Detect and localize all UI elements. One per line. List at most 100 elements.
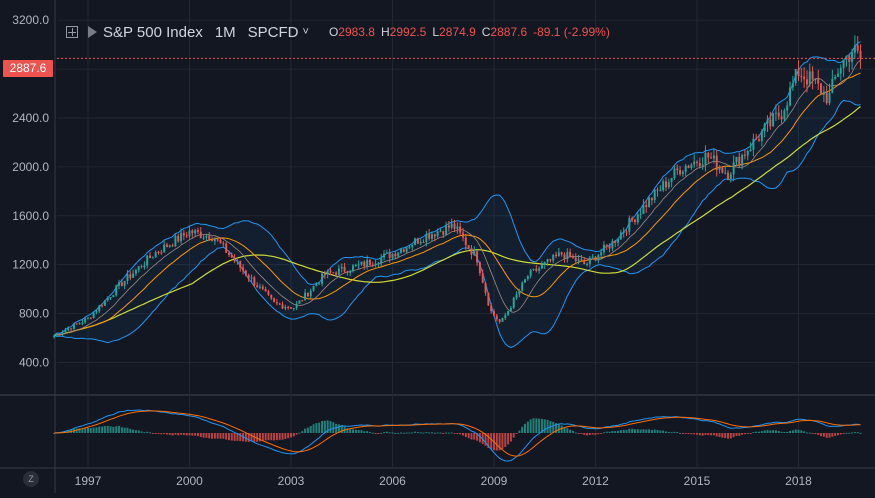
last-price-tag: 2887.6 [3,60,53,77]
candle-body [574,257,577,262]
macd-histogram-bar [87,427,89,433]
macd-histogram-bar [132,429,135,433]
macd-histogram-bar [388,432,391,434]
zoom-button[interactable]: Z [23,471,39,487]
candle-body [540,264,543,269]
candle-body [445,225,448,235]
macd-histogram-bar [797,429,800,433]
candle-body [526,276,529,280]
candle-body [670,178,673,183]
candle-body [363,261,366,267]
interval[interactable]: 1M [214,23,236,41]
candle-body [95,311,98,313]
candle-body [89,317,92,319]
macd-histogram-bar [428,432,431,434]
candle-body [636,214,639,223]
macd-histogram-bar [633,429,636,433]
macd-histogram-bar [532,418,535,433]
macd-histogram-bar [664,431,667,433]
candle-body [684,165,687,172]
candle-body [459,226,462,233]
macd-histogram-bar [600,433,603,434]
macd-histogram-bar [149,432,152,434]
candle-body [168,245,171,247]
macd-histogram-bar [118,425,121,433]
macd-histogram-bar [160,433,163,435]
candle-body [315,284,318,287]
candle-body [64,330,67,333]
candle-body [118,282,121,286]
x-tick-label: 2006 [379,474,406,488]
candle-body [163,244,166,253]
candle-body [258,286,261,288]
candle-body [456,226,459,229]
macd-histogram-bar [608,431,611,433]
candle-body [777,112,780,117]
macd-histogram-bar [244,433,247,442]
candle-body [481,273,484,283]
candle-body [357,264,360,266]
y-tick-label: 800.0 [19,307,49,321]
flag-icon[interactable] [88,26,97,38]
candle-body [856,45,859,51]
candle-body [380,257,383,264]
macd-histogram-bar [746,433,749,434]
macd-histogram-bar [856,432,859,434]
macd-histogram-bar [808,432,811,434]
bollinger-lower [54,99,861,349]
macd-histogram-bar [710,433,713,436]
macd-histogram-bar [171,433,174,436]
macd-histogram-bar [828,433,831,438]
ohlc-values: O2983.8 H2992.5 L2874.9 C2887.6 -89.1 (-… [329,25,610,39]
exchange[interactable]: SPCFD [247,23,299,41]
candle-body [557,252,560,257]
candle-body [264,288,267,292]
macd-histogram-bar [625,430,628,433]
change-value: -89.1 (-2.99%) [533,25,610,39]
candle-body [555,254,558,257]
symbol-name[interactable]: S&P 500 Index [103,23,203,41]
macd-histogram-bar [377,433,380,434]
candle-body [515,294,518,298]
candle-body [146,255,149,266]
candle-body [583,260,586,265]
signal-line [54,410,861,457]
macd-histogram-bar [540,418,543,433]
candle-body [667,182,670,188]
macd-histogram-bar [430,432,433,434]
candle-body [749,149,752,151]
x-tick-label: 2009 [481,474,508,488]
candle-body [301,300,304,302]
macd-histogram-bar [780,431,783,433]
macd-histogram-bar [853,432,856,434]
macd-histogram-bar [611,431,614,433]
candle-body [55,333,58,336]
candle-body [120,282,123,286]
macd-histogram-bar [628,428,631,433]
macd-histogram-bar [831,433,834,437]
candle-body [340,266,343,269]
candle-body [196,230,199,232]
y-tick-label: 3200.0 [12,13,49,27]
compare-plus-icon[interactable] [66,26,78,38]
candle-body [712,155,715,159]
macd-histogram-bar [512,433,515,438]
candle-body [774,112,777,114]
candle-body [836,73,839,77]
high-label: H [380,25,390,39]
candle-body [659,190,662,192]
candle-body [591,256,594,258]
candle-body [783,110,786,120]
candle-body [160,252,163,254]
candle-body [608,245,611,249]
chevron-down-icon[interactable]: ˅ [302,26,309,38]
candle-body [115,285,118,296]
candle-body [518,290,521,295]
y-tick-label: 2000.0 [12,160,49,174]
macd-histogram-bar [636,429,639,433]
candle-body [103,300,106,306]
candle-body [467,245,470,249]
candle-body [140,266,143,268]
